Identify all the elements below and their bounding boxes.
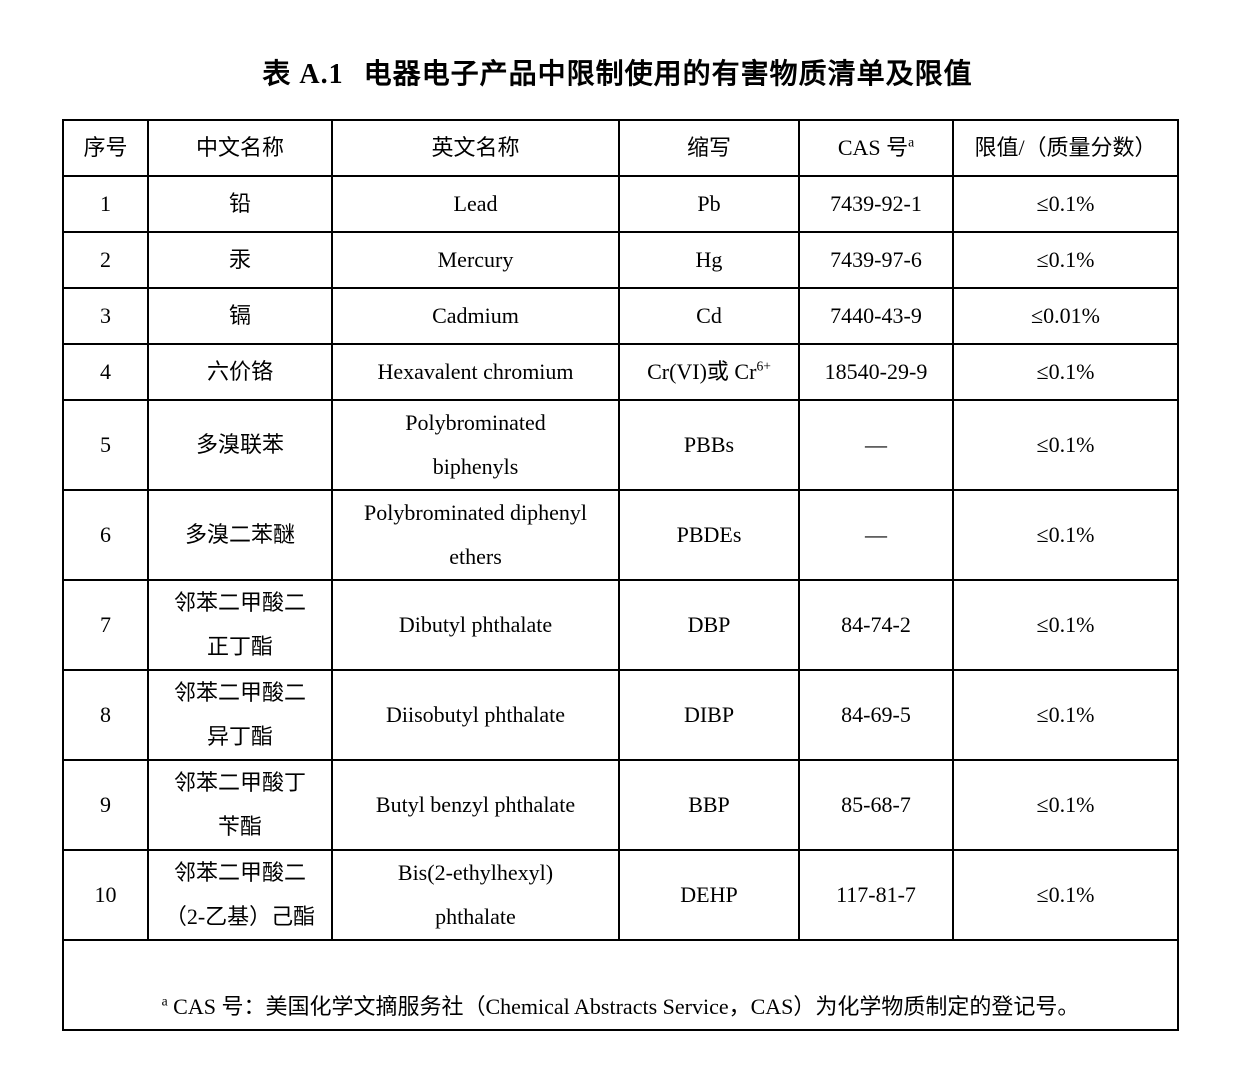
cell-limit-value: ≤0.1%	[952, 489, 1179, 581]
column-header-chinese-name: 中文名称	[147, 119, 333, 177]
cell-cas-number: 117-81-7	[798, 849, 954, 941]
abbreviation-text: PBDEs	[676, 522, 742, 547]
cell-chinese-name: 多溴二苯醚	[147, 489, 333, 581]
abbreviation-text: DIBP	[683, 702, 735, 727]
cell-abbreviation: Pb	[618, 175, 800, 233]
cell-serial-number: 8	[62, 669, 149, 761]
cell-cas-number: 84-74-2	[798, 579, 954, 671]
cell-serial-number: 1	[62, 175, 149, 233]
table-row: 8 邻苯二甲酸二 异丁酯 Diisobutyl phthalate DIBP 8…	[62, 669, 1179, 761]
abbreviation-text: DBP	[687, 612, 731, 637]
table-title-text: 电器电子产品中限制使用的有害物质清单及限值	[363, 59, 973, 90]
cell-chinese-name: 邻苯二甲酸二 正丁酯	[147, 579, 333, 671]
cell-english-name: Polybrominated diphenyl ethers	[331, 489, 620, 581]
cell-english-name: Cadmium	[331, 287, 620, 345]
table-row: 7 邻苯二甲酸二 正丁酯 Dibutyl phthalate DBP 84-74…	[62, 579, 1179, 671]
cell-chinese-name: 邻苯二甲酸丁 苄酯	[147, 759, 333, 851]
cell-limit-value: ≤0.01%	[952, 287, 1179, 345]
cell-abbreviation: DEHP	[618, 849, 800, 941]
cell-cas-number: 7440-43-9	[798, 287, 954, 345]
cell-serial-number: 2	[62, 231, 149, 289]
cell-limit-value: ≤0.1%	[952, 849, 1179, 941]
table-row: 2 汞 Mercury Hg 7439-97-6 ≤0.1%	[62, 231, 1179, 289]
cell-abbreviation: Cd	[618, 287, 800, 345]
abbreviation-text: DEHP	[680, 882, 738, 907]
column-header-serial-number: 序号	[62, 119, 149, 177]
table-row: 3 镉 Cadmium Cd 7440-43-9 ≤0.01%	[62, 287, 1179, 345]
hazardous-substances-table: 序号 中文名称 英文名称 缩写 CAS 号a 限值/（质量分数） 1 铅 Lea…	[62, 119, 1179, 1031]
cell-abbreviation: BBP	[618, 759, 800, 851]
table-row: 9 邻苯二甲酸丁 苄酯 Butyl benzyl phthalate BBP 8…	[62, 759, 1179, 851]
cell-serial-number: 10	[62, 849, 149, 941]
cell-serial-number: 7	[62, 579, 149, 671]
abbreviation-superscript: 6+	[756, 358, 771, 374]
cell-limit-value: ≤0.1%	[952, 759, 1179, 851]
cell-limit-value: ≤0.1%	[952, 231, 1179, 289]
cell-chinese-name: 铅	[147, 175, 333, 233]
cell-cas-number: 7439-97-6	[798, 231, 954, 289]
cell-abbreviation: Cr(VI)或 Cr6+	[618, 343, 800, 401]
footnote-cell: a CAS 号：美国化学文摘服务社（Chemical Abstracts Ser…	[62, 939, 1179, 1031]
footnote-marker: a	[161, 993, 168, 1009]
cell-limit-value: ≤0.1%	[952, 669, 1179, 761]
cell-abbreviation: PBDEs	[618, 489, 800, 581]
cell-serial-number: 3	[62, 287, 149, 345]
cell-chinese-name: 邻苯二甲酸二 （2-乙基）己酯	[147, 849, 333, 941]
cell-english-name: Lead	[331, 175, 620, 233]
table-row: 6 多溴二苯醚 Polybrominated diphenyl ethers P…	[62, 489, 1179, 581]
cell-english-name: Diisobutyl phthalate	[331, 669, 620, 761]
footnote-row: a CAS 号：美国化学文摘服务社（Chemical Abstracts Ser…	[62, 939, 1179, 1031]
cell-abbreviation: Hg	[618, 231, 800, 289]
column-header-english-name: 英文名称	[331, 119, 620, 177]
abbreviation-text: Hg	[695, 247, 723, 272]
cell-english-name: Hexavalent chromium	[331, 343, 620, 401]
cell-limit-value: ≤0.1%	[952, 579, 1179, 671]
cell-english-name: Polybrominated biphenyls	[331, 399, 620, 491]
cell-cas-number: —	[798, 489, 954, 581]
cell-abbreviation: DBP	[618, 579, 800, 671]
cell-chinese-name: 邻苯二甲酸二 异丁酯	[147, 669, 333, 761]
cell-serial-number: 4	[62, 343, 149, 401]
cell-chinese-name: 镉	[147, 287, 333, 345]
footnote-text: CAS 号：美国化学文摘服务社（Chemical Abstracts Servi…	[167, 994, 1080, 1019]
cell-serial-number: 6	[62, 489, 149, 581]
cell-limit-value: ≤0.1%	[952, 343, 1179, 401]
cell-english-name: Dibutyl phthalate	[331, 579, 620, 671]
cell-limit-value: ≤0.1%	[952, 175, 1179, 233]
cas-header-text: CAS 号	[837, 135, 909, 160]
cell-cas-number: 84-69-5	[798, 669, 954, 761]
table-row: 1 铅 Lead Pb 7439-92-1 ≤0.1%	[62, 175, 1179, 233]
table-title-label: 表 A.1	[262, 59, 344, 90]
document-page: 表 A.1 电器电子产品中限制使用的有害物质清单及限值 序号 中文名称 英文名称 …	[0, 52, 1235, 1066]
cell-abbreviation: PBBs	[618, 399, 800, 491]
column-header-limit-value: 限值/（质量分数）	[952, 119, 1179, 177]
cell-serial-number: 9	[62, 759, 149, 851]
cell-abbreviation: DIBP	[618, 669, 800, 761]
cell-chinese-name: 六价铬	[147, 343, 333, 401]
cell-cas-number: —	[798, 399, 954, 491]
cell-cas-number: 18540-29-9	[798, 343, 954, 401]
cell-serial-number: 5	[62, 399, 149, 491]
cell-limit-value: ≤0.1%	[952, 399, 1179, 491]
table-row: 5 多溴联苯 Polybrominated biphenyls PBBs — ≤…	[62, 399, 1179, 491]
table-title: 表 A.1 电器电子产品中限制使用的有害物质清单及限值	[0, 52, 1235, 92]
cas-header-footnote-marker: a	[908, 134, 915, 150]
cell-cas-number: 85-68-7	[798, 759, 954, 851]
cell-english-name: Bis(2-ethylhexyl) phthalate	[331, 849, 620, 941]
cell-english-name: Butyl benzyl phthalate	[331, 759, 620, 851]
cell-english-name: Mercury	[331, 231, 620, 289]
cell-chinese-name: 汞	[147, 231, 333, 289]
header-row: 序号 中文名称 英文名称 缩写 CAS 号a 限值/（质量分数）	[62, 119, 1179, 177]
column-header-abbreviation: 缩写	[618, 119, 800, 177]
abbreviation-text: BBP	[688, 792, 730, 817]
table-row: 10 邻苯二甲酸二 （2-乙基）己酯 Bis(2-ethylhexyl) pht…	[62, 849, 1179, 941]
abbreviation-text: PBBs	[683, 432, 735, 457]
cell-chinese-name: 多溴联苯	[147, 399, 333, 491]
column-header-cas-number: CAS 号a	[798, 119, 954, 177]
cell-cas-number: 7439-92-1	[798, 175, 954, 233]
abbreviation-text: Cd	[696, 303, 722, 328]
abbreviation-text: Cr(VI)或 Cr	[647, 359, 757, 384]
table-row: 4 六价铬 Hexavalent chromium Cr(VI)或 Cr6+ 1…	[62, 343, 1179, 401]
abbreviation-text: Pb	[697, 191, 721, 216]
